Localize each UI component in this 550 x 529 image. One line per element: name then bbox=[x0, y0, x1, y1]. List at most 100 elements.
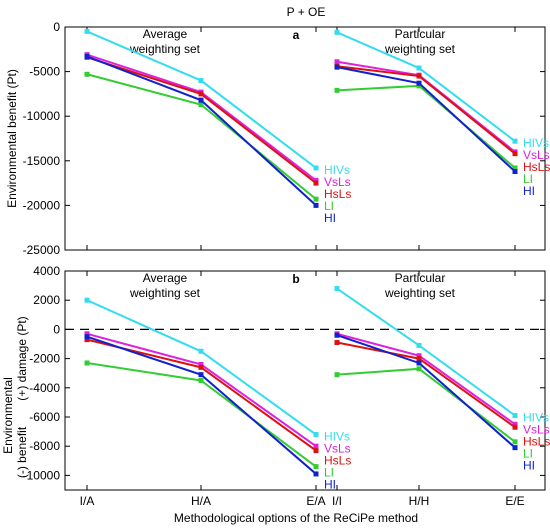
panel-b-series-label-HIVs: HIVs bbox=[324, 430, 350, 444]
panel-b-data-point-HsLs bbox=[416, 356, 422, 362]
panel-a-y-tick-label: -25000 bbox=[23, 243, 61, 257]
panel-a-y-axis-label: Environmental benefit (Pt) bbox=[5, 69, 19, 208]
panel-a-y-tick-label: -20000 bbox=[23, 198, 61, 212]
panel-b-y-tick-label: 4000 bbox=[33, 264, 60, 278]
panel-b-series-label-VsLs: VsLs bbox=[324, 442, 351, 456]
panel-a-data-point-HI bbox=[198, 97, 204, 103]
panel-b-data-point-HIVs bbox=[416, 342, 422, 348]
panel-a-y-tick-label: -5000 bbox=[29, 65, 60, 79]
panel-b-data-point-HI bbox=[416, 360, 422, 366]
panel-b-group-label: Average bbox=[143, 271, 188, 285]
x-tick-label: E/A bbox=[306, 494, 325, 508]
panel-b-y-tick-label: -4000 bbox=[29, 381, 60, 395]
panel-a-data-point-HIVs bbox=[416, 65, 422, 71]
panel-b-series-line-HI bbox=[336, 334, 516, 449]
x-axis-label: Methodological options of the ReCiPe met… bbox=[174, 511, 418, 525]
panel-b-y-tick-label: -2000 bbox=[29, 352, 60, 366]
panel-b-series-label-LI: LI bbox=[523, 447, 533, 461]
panel-b-data-point-HI bbox=[313, 471, 319, 477]
panel-b-data-point-HIVs bbox=[334, 286, 340, 292]
panel-a-data-point-HsLs bbox=[198, 91, 204, 97]
panel-a-y-tick-label: 0 bbox=[53, 20, 60, 34]
panel-a-data-point-HI bbox=[416, 80, 422, 86]
panel-a-label: a bbox=[293, 28, 300, 42]
panel-a-data-point-HsLs bbox=[416, 73, 422, 79]
panel-b-data-point-LI bbox=[84, 360, 90, 366]
panel-b-data-point-HIVs bbox=[512, 413, 518, 419]
figure-title: P + OE bbox=[287, 5, 326, 19]
panel-a-data-point-HI bbox=[512, 169, 518, 175]
panel-b-series-line-HsLs bbox=[336, 341, 516, 429]
panel-b-y-tick-label: -10000 bbox=[23, 468, 61, 482]
panel-a-data-point-HsLs bbox=[512, 151, 518, 157]
panel-a-group-label: Average bbox=[143, 27, 188, 41]
panel-b-data-point-HsLs bbox=[198, 364, 204, 370]
panel-a-data-point-HIVs bbox=[84, 28, 90, 34]
panel-b-data-point-HI bbox=[198, 372, 204, 378]
panel-a-y-tick-label: -10000 bbox=[23, 109, 61, 123]
panel-a-data-point-HsLs bbox=[313, 180, 319, 186]
panel-b-data-point-HI bbox=[84, 334, 90, 340]
panel-a-series-label-HI: HI bbox=[523, 184, 535, 198]
panel-b-data-point-HI bbox=[512, 445, 518, 451]
panel-a-data-point-LI bbox=[84, 71, 90, 77]
panel-b-data-point-LI bbox=[512, 439, 518, 445]
panel-b-series-label-HI: HI bbox=[324, 478, 336, 492]
x-tick-label: H/H bbox=[409, 494, 430, 508]
panel-b-data-point-HsLs bbox=[313, 448, 319, 454]
panel-b-series-line-HIVs bbox=[336, 287, 516, 417]
panel-b-data-point-LI bbox=[313, 464, 319, 470]
panel-a-group-label: weighting set bbox=[384, 42, 456, 56]
panel-b: 4000 2000 0 -2000 -4000 -6000 -8000 -10000 I/A H/… bbox=[1, 264, 550, 508]
panel-a-data-point-HI bbox=[313, 202, 319, 208]
x-tick-label: I/I bbox=[332, 494, 342, 508]
panel-a-data-point-VsLs bbox=[334, 59, 340, 65]
panel-a-series-line-HsLs bbox=[336, 65, 516, 155]
panel-b-y-tick-label: -6000 bbox=[29, 410, 60, 424]
panel-b-y-tick-label: -8000 bbox=[29, 439, 60, 453]
panel-b-y-axis-label: Environmental bbox=[1, 377, 15, 454]
panel-a-series-label-VsLs: VsLs bbox=[324, 175, 351, 189]
panel-a-series-line-LI bbox=[336, 84, 516, 169]
x-tick-label: E/E bbox=[505, 494, 524, 508]
panel-a-data-point-HI bbox=[84, 53, 90, 59]
panel-a-y-tick-label: -15000 bbox=[23, 154, 61, 168]
panel-a-series-label-HsLs: HsLs bbox=[324, 187, 351, 201]
panel-a-data-point-HIVs bbox=[512, 138, 518, 144]
panel-b-series-label-HsLs: HsLs bbox=[324, 454, 351, 468]
panel-a-data-point-HIVs bbox=[198, 78, 204, 84]
panel-a-series-line-VsLs bbox=[86, 53, 317, 182]
panel-a-series-label-HsLs: HsLs bbox=[523, 160, 550, 174]
panel-b-data-point-HIVs bbox=[198, 348, 204, 354]
panel-a-series-label-VsLs: VsLs bbox=[523, 148, 550, 162]
panel-b-y-axis-label: (+) damage (Pt) bbox=[15, 316, 29, 400]
panel-a-series-line-VsLs bbox=[336, 60, 516, 153]
panel-b-series-label-HsLs: HsLs bbox=[523, 435, 550, 449]
panel-b-group-label: weighting set bbox=[129, 286, 201, 300]
panel-b-data-point-LI bbox=[198, 378, 204, 383]
panel-b-series-line-HI bbox=[86, 335, 317, 475]
panel-b-data-point-HIVs bbox=[313, 432, 319, 438]
panel-b-series-label-VsLs: VsLs bbox=[523, 423, 550, 437]
panel-a-frame bbox=[64, 26, 546, 251]
panel-b-series-line-HsLs bbox=[86, 338, 317, 452]
panel-a-data-point-HIVs bbox=[313, 165, 319, 171]
panel-a-series-label-LI: LI bbox=[523, 172, 533, 186]
panel-a-data-point-LI bbox=[198, 102, 204, 108]
panel-b-y-tick-label: 0 bbox=[53, 322, 60, 336]
panel-a-series-label-LI: LI bbox=[324, 199, 334, 213]
panel-b-data-point-VsLs bbox=[313, 443, 319, 449]
panel-a-series-label-HI: HI bbox=[324, 211, 336, 225]
panel-b-series-label-LI: LI bbox=[324, 466, 334, 480]
panel-b-y-tick-label: 2000 bbox=[33, 293, 60, 307]
panel-b-data-point-LI bbox=[334, 372, 340, 378]
panel-a-data-point-HI bbox=[334, 64, 340, 70]
panel-b-data-point-LI bbox=[416, 366, 422, 372]
panel-a-series-line-HsLs bbox=[86, 56, 317, 184]
panel-b-data-point-HIVs bbox=[84, 297, 90, 303]
panel-a-data-point-LI bbox=[313, 196, 319, 202]
panel-a-group-label: Particular bbox=[395, 27, 446, 41]
panel-b-series-label-HI: HI bbox=[523, 459, 535, 473]
panel-a: 0 -5000 -10000 -15000 -20000 -25000 a Environme… bbox=[5, 20, 550, 257]
